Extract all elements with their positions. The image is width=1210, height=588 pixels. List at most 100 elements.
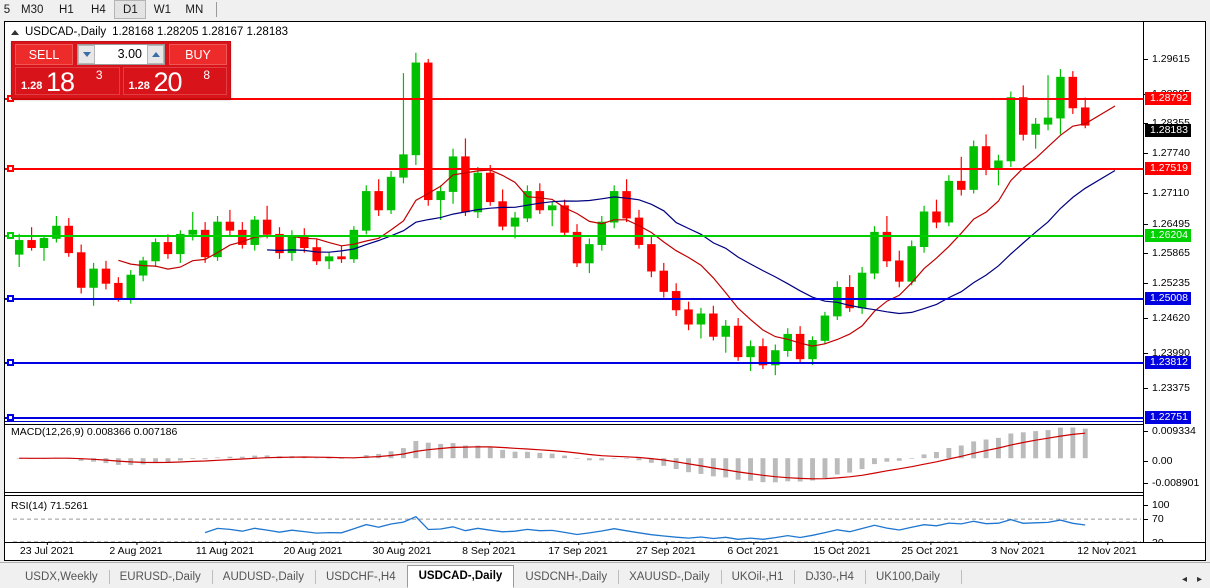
macd-bar [909, 458, 915, 459]
price-scale-axis[interactable]: 1.296151.289851.283551.277401.271101.264… [1143, 22, 1205, 560]
candle-body [386, 176, 396, 211]
macd-bar [153, 458, 158, 463]
price-level-badge[interactable]: 1.28183 [1145, 124, 1191, 137]
candle-body [485, 172, 495, 203]
level-line-resistance-2[interactable] [5, 165, 1143, 172]
symbol-tab-uk100daily[interactable]: UK100,Daily [864, 567, 951, 588]
level-line-handle[interactable] [7, 295, 14, 302]
macd-bar [611, 458, 617, 459]
symbol-tab-ukoilh1[interactable]: UKOil-,H1 [720, 567, 795, 588]
macd-bar [1020, 432, 1026, 459]
price-level-badge[interactable]: 1.22751 [1145, 411, 1191, 424]
buy-price-fraction: 8 [203, 68, 210, 82]
timeframe-button-mn[interactable]: MN [185, 4, 204, 16]
macd-bar [946, 448, 952, 459]
macd-bar [314, 457, 320, 459]
price-level-badge[interactable]: 1.25008 [1145, 292, 1191, 305]
pane-separator [5, 495, 1205, 496]
price-tick-label: 1.29615 [1144, 53, 1205, 65]
timeframe-button-w1[interactable]: W1 [153, 4, 171, 16]
macd-signal-line [19, 432, 1086, 480]
timeframe-button-d1[interactable]: D1 [114, 0, 147, 19]
price-level-badge[interactable]: 1.28792 [1145, 92, 1191, 105]
chart-canvas-area[interactable]: USDCAD-,Daily 1.28168 1.28205 1.28167 1.… [5, 22, 1205, 560]
trade-panel-controls: SELL 3.00 BUY [12, 42, 230, 67]
macd-bar [450, 443, 456, 459]
candle-body [572, 231, 582, 264]
date-tick-label: 2 Aug 2021 [109, 542, 163, 557]
candle-body [932, 211, 941, 223]
macd-bar [624, 458, 629, 459]
buy-price-box[interactable]: 1.28 20 8 [122, 67, 227, 97]
triangle-up-icon[interactable] [11, 29, 19, 35]
candle-series [14, 52, 1090, 376]
sell-button[interactable]: SELL [15, 44, 73, 65]
date-scale-axis[interactable]: 23 Jul 2021 2 Aug 2021 11 Aug 2021 20 Aug 2… [5, 542, 1205, 560]
level-line-handle[interactable] [7, 359, 14, 366]
macd-bar [413, 441, 419, 459]
chevron-right-icon[interactable]: ▸ [1196, 574, 1202, 585]
macd-bar [537, 452, 543, 459]
level-line-handle[interactable] [7, 414, 14, 421]
symbol-tab-eurusddaily[interactable]: EURUSD-,Daily [108, 567, 212, 588]
candle-body [126, 274, 136, 298]
candle-body [981, 146, 991, 170]
candle-body [684, 309, 693, 325]
level-line-handle[interactable] [7, 165, 14, 172]
macd-bar [723, 458, 729, 478]
macd-bar [512, 451, 518, 459]
sell-price-prefix: 1.28 [21, 80, 43, 92]
level-line-support-green[interactable] [5, 232, 1143, 239]
pane-separator [5, 424, 1205, 425]
volume-increase-button[interactable] [147, 45, 164, 64]
symbol-tab-usdcnhdaily[interactable]: USDCNH-,Daily [525, 571, 608, 583]
timeframe-button-m30[interactable]: M30 [21, 4, 44, 16]
level-line-support-blue-3[interactable] [5, 414, 1143, 421]
volume-stepper[interactable]: 3.00 [77, 44, 165, 65]
symbol-tab-dj30h4[interactable]: DJ30-,H4 [794, 567, 865, 588]
macd-bar [1058, 427, 1063, 459]
candle-body [820, 315, 830, 341]
toolbar-divider [216, 2, 218, 17]
date-tick-label: 17 Sep 2021 [548, 542, 608, 557]
date-tick-label: 27 Sep 2021 [636, 542, 696, 557]
timeframe-button-5[interactable]: 5 [3, 4, 11, 16]
candle-body [498, 201, 507, 227]
candle-body [634, 217, 644, 245]
level-line-handle[interactable] [7, 232, 14, 239]
candle-body [76, 252, 86, 288]
symbol-tab-usdcaddaily[interactable]: USDCAD-,Daily [406, 565, 515, 588]
date-tick-label: 20 Aug 2021 [283, 542, 343, 557]
chart-ohlc-values: 1.28168 1.28205 1.28167 1.28183 [112, 26, 289, 38]
candle-body [114, 282, 123, 298]
candle-body [138, 260, 148, 276]
timeframe-button-h4[interactable]: H4 [91, 4, 106, 16]
candle-body [436, 191, 445, 201]
candle-body [696, 313, 706, 325]
symbol-tab-audusddaily[interactable]: AUDUSD-,Daily [211, 567, 315, 588]
symbol-tab-xauusddaily[interactable]: XAUUSD-,Daily [618, 567, 721, 588]
candle-body [870, 231, 879, 274]
date-tick-label: 12 Nov 2021 [1077, 542, 1137, 557]
symbol-tab-usdxweekly[interactable]: USDX,Weekly [25, 571, 98, 583]
date-tick-label: 15 Oct 2021 [813, 542, 871, 557]
macd-bar [574, 458, 580, 459]
price-level-badge[interactable]: 1.23812 [1145, 356, 1191, 369]
chevron-left-icon[interactable]: ◂ [1181, 574, 1187, 585]
buy-button[interactable]: BUY [169, 44, 227, 65]
level-line-support-blue-2[interactable] [5, 359, 1143, 366]
symbol-tab-usdchfh4[interactable]: USDCHF-,H4 [314, 567, 407, 588]
candle-body [1056, 76, 1065, 119]
one-click-trading-panel[interactable]: SELL 3.00 BUY 1.28 18 3 1.28 [11, 41, 231, 99]
volume-decrease-button[interactable] [78, 45, 95, 64]
macd-bar [934, 452, 939, 459]
macd-bar [822, 458, 828, 479]
price-level-badge[interactable]: 1.26204 [1145, 229, 1191, 242]
volume-input[interactable]: 3.00 [95, 45, 147, 64]
timeframe-button-h1[interactable]: H1 [59, 4, 74, 16]
sell-price-box[interactable]: 1.28 18 3 [15, 67, 120, 97]
price-level-badge[interactable]: 1.27519 [1145, 162, 1191, 175]
level-line-support-blue-1[interactable] [5, 295, 1143, 302]
candle-body [845, 286, 854, 309]
